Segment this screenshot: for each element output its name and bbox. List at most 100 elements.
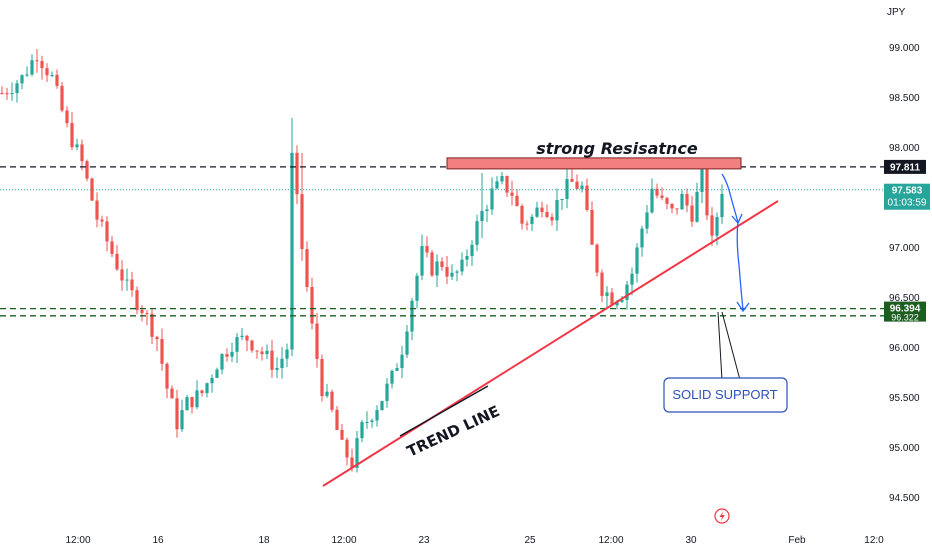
candle-body [370,420,374,422]
trend-line[interactable] [322,200,779,487]
candle-body [0,93,4,94]
candle-body [625,284,629,300]
candle-body [165,363,169,389]
candle-body [105,221,109,242]
candle-body [510,192,514,196]
candle-body [245,335,249,341]
price-tick-label: 98.000 [889,143,920,154]
candle-body [675,208,679,210]
price-tick-label: 99.000 [889,43,920,54]
candle-body [120,269,124,281]
trend-line-accent [399,385,489,437]
candle-body [55,74,59,86]
candle-body [610,292,614,306]
candle-body [80,144,84,162]
candle-body [530,216,534,224]
time-tick-label: 30 [685,535,697,546]
candle-body [365,421,369,423]
candle-body [295,152,299,195]
candle-body [430,252,434,276]
candle-body [25,74,29,76]
candle-body [345,439,349,458]
candle-body [590,209,594,245]
candle-body [225,354,229,357]
candle-body [385,383,389,402]
price-tick-label: 94.500 [889,493,920,504]
resistance-zone[interactable] [446,157,742,170]
projection-arrow-head-end [736,301,750,313]
candle-body [85,161,89,179]
price-axis-background [884,0,932,530]
candle-body [230,351,234,357]
price-tick-label: 96.000 [889,343,920,354]
candle-body [90,178,94,201]
candle-body [70,123,74,148]
candle-body [400,354,404,368]
candle-body [305,249,309,288]
candle-body [210,377,214,384]
candle-body [525,223,529,225]
support-lower-price-text: 96.322 [891,313,919,323]
support-callout-label: SOLID SUPPORT [672,387,777,402]
time-axis-background [0,530,932,550]
candles-group [0,48,724,473]
candle-body [250,340,254,351]
current-price-tag: 97.583 01:03:59 [884,183,930,210]
candle-body [95,200,99,220]
candle-body [505,176,509,193]
candle-body [690,205,694,222]
candle-body [435,261,439,276]
price-tick-label: 95.000 [889,443,920,454]
candle-body [125,279,129,281]
time-tick-label: 12:00 [331,535,356,546]
candle-body [405,331,409,355]
candle-body [15,83,19,94]
candle-body [325,391,329,397]
candle-body [35,60,39,62]
candle-body [595,244,599,273]
candle-body [10,93,14,95]
candle-body [300,194,304,250]
candle-body [475,221,479,245]
candle-body [235,337,239,352]
candle-body [620,299,624,302]
candle-body [160,339,164,364]
candle-body [100,219,104,222]
candle-body [215,369,219,378]
candle-body [65,110,69,124]
time-tick-label: 25 [524,535,536,546]
candle-body [470,244,474,256]
candle-body [315,323,319,360]
candle-body [715,217,719,236]
candle-body [5,93,9,95]
time-tick-label: 12:00 [598,535,623,546]
lightning-icon[interactable] [714,508,730,524]
candle-body [550,216,554,221]
candle-body [670,203,674,209]
candle-body [700,169,704,192]
candle-body [535,207,539,217]
candle-body [205,383,209,394]
candle-body [680,193,684,210]
candle-body [500,176,504,182]
candle-body [360,422,364,439]
candle-body [155,336,159,340]
candle-body [220,354,224,370]
candle-body [185,397,189,411]
candle-body [330,391,334,410]
candle-body [650,188,654,213]
candle-body [150,313,154,337]
candle-body [290,152,294,350]
price-tick-label: 98.500 [889,93,920,104]
candle-body [560,198,564,200]
candle-body [580,185,584,189]
support-callout-box[interactable] [663,377,788,413]
candle-body [340,430,344,440]
candle-body [630,273,634,285]
candle-body [615,301,619,306]
candle-body [140,309,144,314]
time-tick-label: 18 [258,535,270,546]
